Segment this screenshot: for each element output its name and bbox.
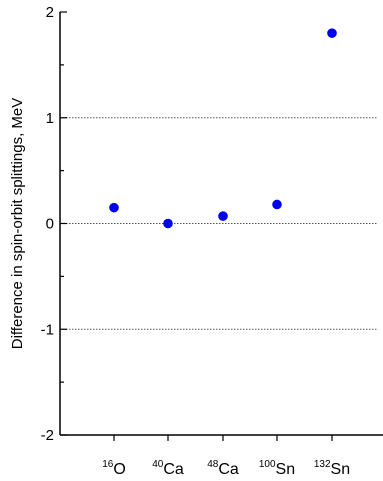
y-axis-title: Difference in spin-orbit splittings, MeV: [9, 98, 26, 350]
x-tick-label: 40Ca: [152, 459, 184, 478]
data-point: [218, 211, 228, 221]
y-tick-label: -2: [41, 427, 54, 444]
x-ticks: 16O 40Ca 48Ca 100Sn 132Sn: [102, 435, 350, 478]
y-tick-label: 0: [46, 216, 54, 233]
x-tick-label: 48Ca: [207, 459, 239, 478]
y-ticks: -2 -1 0 1 2: [41, 4, 67, 444]
grid-lines: [60, 117, 378, 330]
data-point: [272, 199, 282, 210]
y-tick-label: 1: [46, 110, 54, 127]
data-point: [109, 202, 119, 213]
data-point: [163, 218, 173, 229]
x-tick-label: 100Sn: [259, 459, 295, 478]
y-tick-label: 2: [46, 4, 54, 21]
data-point: [327, 28, 337, 38]
x-tick-label: 132Sn: [314, 459, 350, 478]
y-tick-label: -1: [41, 321, 54, 338]
x-tick-label: 16O: [102, 459, 126, 478]
data-points: [109, 28, 337, 229]
